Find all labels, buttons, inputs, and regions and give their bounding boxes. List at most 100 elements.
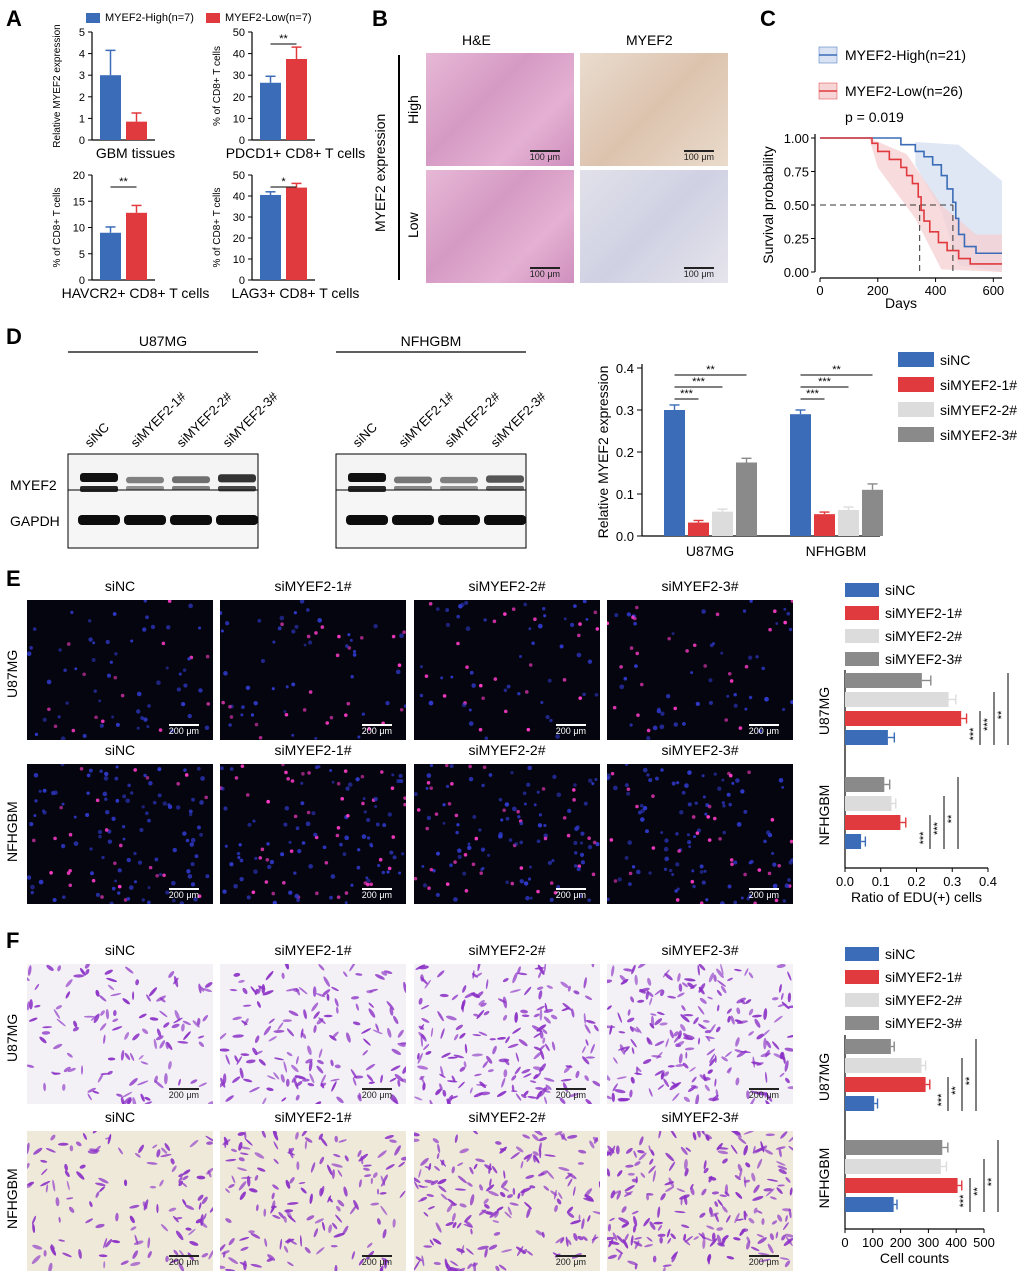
cell-dot — [656, 708, 662, 714]
cell-stroke — [43, 1250, 47, 1257]
cell-dot — [749, 859, 754, 864]
cell-stroke — [32, 1223, 36, 1233]
cell-dot — [196, 825, 201, 830]
cell-stroke — [499, 1148, 507, 1151]
cell-stroke — [464, 992, 476, 999]
cell-dot — [329, 715, 334, 720]
cell-stroke — [27, 1183, 33, 1188]
cell-dot — [579, 852, 585, 857]
cell-stroke — [175, 1230, 184, 1241]
cell-stroke — [58, 1216, 61, 1223]
cell-dot — [722, 830, 727, 835]
cell-stroke — [225, 1158, 237, 1162]
cell-dot — [314, 736, 318, 740]
cell-dot — [114, 776, 119, 781]
cell-stroke — [567, 1178, 573, 1187]
cell-stroke — [429, 1099, 434, 1104]
cell-dot — [634, 605, 639, 610]
cell-stroke — [432, 1138, 439, 1144]
cell-stroke — [375, 1023, 380, 1032]
cell-stroke — [642, 1058, 652, 1065]
cell-dot — [573, 851, 578, 855]
cell-stroke — [526, 1153, 533, 1162]
cell-dot — [687, 770, 692, 775]
cell-stroke — [683, 1096, 690, 1103]
cell-stroke — [290, 1064, 299, 1073]
y-tick-label: 1 — [79, 113, 85, 125]
cell-stroke — [558, 1167, 570, 1172]
cell-stroke — [479, 1081, 487, 1089]
band-myef2-lower — [80, 486, 118, 492]
cell-stroke — [149, 1185, 157, 1189]
bar — [845, 1077, 926, 1092]
cell-stroke — [507, 1043, 519, 1049]
cell-stroke — [634, 1263, 638, 1270]
cell-stroke — [677, 992, 685, 998]
cell-dot — [62, 895, 66, 899]
cell-stroke — [540, 1088, 550, 1091]
cell-stroke — [357, 1149, 362, 1158]
bar — [862, 489, 883, 536]
bar — [845, 834, 862, 849]
cell-stroke — [343, 1186, 348, 1197]
cell-stroke — [787, 1005, 793, 1009]
cell-stroke — [87, 1093, 92, 1101]
cell-stroke — [495, 1141, 502, 1145]
cell-stroke — [778, 1148, 782, 1158]
cell-stroke — [567, 1239, 572, 1246]
cell-stroke — [368, 1002, 374, 1008]
cell-stroke — [631, 1047, 635, 1055]
cell-stroke — [733, 1131, 742, 1138]
cell-stroke — [698, 964, 706, 971]
cell-stroke — [737, 1163, 742, 1172]
cell-dot — [104, 828, 109, 832]
cell-dot — [389, 850, 394, 855]
cell-stroke — [239, 1152, 249, 1156]
cell-dot — [483, 618, 487, 622]
cell-stroke — [474, 1073, 482, 1077]
cell-dot — [547, 860, 553, 866]
cell-dot — [399, 633, 404, 639]
cell-dot — [648, 871, 652, 875]
cell-stroke — [322, 989, 331, 996]
cell-stroke — [455, 1024, 463, 1031]
cell-stroke — [134, 1152, 141, 1158]
cell-stroke — [459, 1066, 466, 1072]
y-tick-label: 20 — [233, 92, 245, 104]
cell-dot — [162, 801, 167, 806]
cell-stroke — [730, 1144, 738, 1154]
cell-stroke — [515, 1093, 522, 1101]
cell-dot — [555, 734, 560, 739]
cell-dot — [442, 694, 447, 698]
cell-dot — [527, 877, 532, 881]
cell-stroke — [65, 991, 71, 999]
cell-stroke — [355, 973, 363, 976]
cell-dot — [580, 860, 585, 865]
cell-dot — [88, 619, 92, 623]
cell-stroke — [426, 1193, 434, 1198]
cell-dot — [291, 629, 296, 634]
cell-dot — [344, 901, 348, 904]
cell-stroke — [239, 1191, 246, 1201]
cell-dot — [344, 713, 348, 717]
cell-dot — [727, 884, 732, 889]
cell-dot — [79, 766, 84, 771]
cell-stroke — [611, 1092, 615, 1103]
cell-dot — [104, 771, 109, 777]
cell-dot — [294, 624, 299, 629]
cell-dot — [503, 612, 507, 616]
cell-dot — [196, 766, 201, 771]
cell-dot — [199, 800, 204, 805]
cell-stroke — [734, 1212, 740, 1224]
cell-stroke — [777, 1214, 783, 1222]
cell-stroke — [454, 1188, 467, 1191]
sig-label: ** — [950, 1086, 962, 1095]
cell-dot — [30, 884, 35, 890]
cell-dot — [239, 876, 244, 882]
cell-stroke — [761, 1218, 765, 1225]
cell-stroke — [368, 1008, 376, 1018]
cell-dot — [63, 668, 67, 673]
cell-dot — [30, 890, 34, 895]
column-label: siMYEF2-3# — [661, 742, 739, 758]
cell-stroke — [660, 989, 665, 997]
